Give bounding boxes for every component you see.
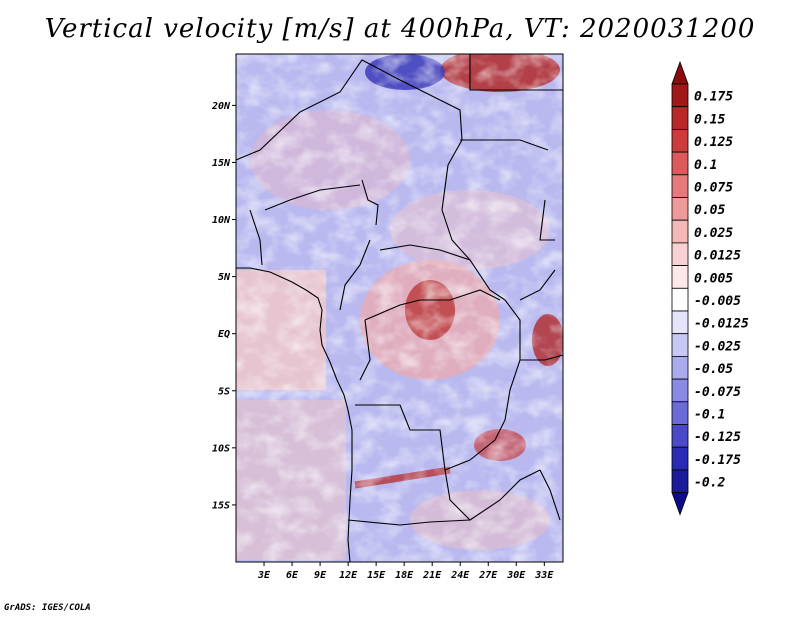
border-mozambique [539,469,561,521]
colorbar-label: 0.005 [694,271,733,286]
colorbar-bottom-arrow [671,492,689,516]
colorbar-segment [671,197,689,221]
colorbar-segment [671,333,689,357]
colorbar-segment [671,310,689,335]
border-angola-drc [355,404,471,471]
border-chad-sudan [441,164,471,261]
colorbar: 0.175 0.15 0.125 0.1 0.075 0.05 0.025 0.0125 0.0… [671,60,749,516]
lat-tick-label: EQ [218,329,230,340]
border-tanzania [520,354,563,361]
colorbar-label: -0.2 [694,476,725,491]
colorbar-segment [671,265,689,289]
colorbar-label: 0.025 [694,226,733,241]
colorbar-label: -0.0125 [694,317,749,332]
colorbar-label: 0.175 [694,90,733,105]
colorbar-segment [671,378,689,403]
border-sudan-egypt [469,54,563,91]
colorbar-segment [671,106,689,130]
colorbar-segment [671,469,689,493]
border-east-2 [460,139,549,151]
colorbar-segment [671,151,689,176]
colorbar-segment [671,424,689,448]
border-east-1 [519,269,556,301]
lat-tick-label: 20N [211,101,231,112]
lat-tick-label: 15S [212,500,230,511]
lat-tick-label: 15N [212,158,231,169]
colorbar-label: -0.175 [694,453,741,468]
colorbar-label: -0.075 [694,385,741,400]
lat-tick-label: 10N [212,215,231,226]
colorbar-top-arrow [671,60,689,85]
border-chad-libya [399,79,463,166]
lon-tick-label: 21E [422,570,442,581]
border-niger-libya [299,59,401,113]
lon-tick-label: 30E [506,570,526,581]
colorbar-label: 0.15 [694,112,725,127]
colorbar-label: -0.005 [694,294,741,309]
chart-title: Vertical velocity [m/s] at 400hPa, VT: 2… [44,14,756,44]
border-nigeria [264,184,361,211]
lon-tick-label: 9E [314,570,327,581]
colorbar-label: 0.075 [694,181,733,196]
colorbar-label: 0.05 [694,203,725,218]
latitude-axis: 20N 15N 10N 5N EQ 5S 10S 15S [211,101,236,511]
lon-tick-label: 18E [395,570,414,581]
colorbar-segment [671,219,689,244]
colorbar-segment [671,242,689,266]
border-cameroon [339,239,371,311]
lon-tick-label: 24E [450,570,470,581]
border-east-3 [539,199,555,241]
border-car [379,244,506,301]
colorbar-label: 0.125 [694,135,733,150]
border-niger-chad [361,179,379,226]
coastline-west-africa [236,267,353,562]
colorbar-segment [671,355,689,380]
colorbar-segment [671,174,689,198]
border-zambia [444,469,541,521]
velocity-field [236,54,563,562]
colorbar-label: -0.05 [694,362,733,377]
colorbar-label: 0.1 [694,158,717,173]
border-angola-south [347,519,471,526]
lat-tick-label: 5N [218,272,231,283]
colorbar-segment [671,287,689,312]
border-west-2 [236,111,301,161]
country-borders [236,54,563,562]
border-west-1 [249,209,263,266]
lon-tick-label: 12E [339,570,358,581]
colorbar-label: -0.1 [694,408,725,423]
longitude-axis: 3E 6E 9E 12E 15E 18E 21E 24E 27E 30E 33E [257,562,554,581]
colorbar-segment [671,446,689,471]
lon-tick-label: 33E [534,570,554,581]
colorbar-segment [671,401,689,425]
lon-tick-label: 6E [286,570,299,581]
lon-tick-label: 15E [367,570,386,581]
border-drc-east [469,299,521,461]
lon-tick-label: 27E [478,570,498,581]
colorbar-label: -0.025 [694,339,741,354]
lon-tick-label: 3E [257,570,271,581]
colorbar-segment [671,83,689,108]
colorbar-label: 0.0125 [694,249,741,264]
lat-tick-label: 10S [212,443,230,454]
border-drc-west [359,319,371,381]
border-drc-north [364,289,501,321]
colorbar-label: -0.125 [694,430,741,445]
lat-tick-label: 5S [218,386,230,397]
credit-text: GrADS: IGES/COLA [4,603,91,613]
map-frame [235,53,564,563]
colorbar-segment [671,128,689,153]
